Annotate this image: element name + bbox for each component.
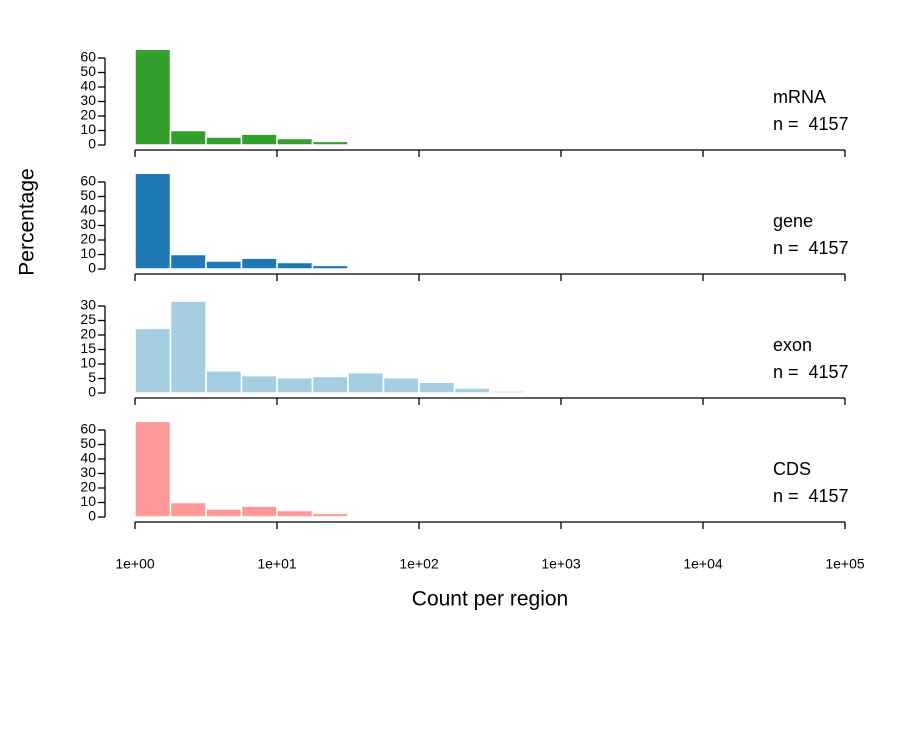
y-tick-label: 10 (80, 245, 96, 261)
panel-count: n = 4157 (773, 238, 849, 258)
y-tick-label: 20 (80, 231, 96, 247)
y-tick-label: 25 (80, 311, 96, 327)
bar (205, 260, 243, 270)
x-tick-label: 1e+05 (825, 556, 865, 572)
bar (169, 129, 207, 146)
bar (311, 264, 349, 270)
y-tick-label: 30 (80, 92, 96, 108)
y-tick-label: 50 (80, 63, 96, 79)
bar (276, 137, 314, 146)
bar (453, 387, 491, 394)
bar (347, 371, 385, 394)
panel-count: n = 4157 (773, 114, 849, 134)
bar (134, 48, 172, 146)
y-tick-label: 30 (80, 297, 96, 313)
y-tick-label: 30 (80, 464, 96, 480)
panel-count: n = 4157 (773, 486, 849, 506)
panel-label: CDS (773, 459, 811, 479)
bar (169, 300, 207, 394)
y-tick-label: 40 (80, 202, 96, 218)
bar (134, 172, 172, 270)
y-tick-label: 20 (80, 326, 96, 342)
y-tick-label: 60 (80, 421, 96, 437)
panel-count: n = 4157 (773, 362, 849, 382)
bar (489, 390, 527, 394)
y-tick-label: 0 (88, 136, 96, 152)
bar (382, 376, 420, 394)
bar (240, 505, 278, 518)
y-tick-label: 40 (80, 78, 96, 94)
bar (524, 390, 562, 394)
bar (240, 374, 278, 394)
bar (205, 136, 243, 146)
panel-label: mRNA (773, 87, 826, 107)
bar (169, 253, 207, 270)
y-tick-label: 0 (88, 508, 96, 524)
y-tick-label: 15 (80, 340, 96, 356)
bar (169, 501, 207, 518)
y-tick-label: 20 (80, 107, 96, 123)
bar (276, 376, 314, 394)
y-tick-label: 60 (80, 49, 96, 65)
y-tick-label: 30 (80, 216, 96, 232)
x-tick-label: 1e+01 (257, 556, 297, 572)
x-axis-label: Count per region (412, 588, 568, 611)
y-tick-label: 10 (80, 121, 96, 137)
bar (311, 375, 349, 394)
y-tick-label: 50 (80, 187, 96, 203)
x-tick-label: 1e+00 (115, 556, 155, 572)
bar (276, 261, 314, 270)
bar (311, 512, 349, 518)
y-tick-label: 60 (80, 173, 96, 189)
panel-label: gene (773, 211, 813, 231)
y-tick-label: 5 (88, 369, 96, 385)
bar (276, 509, 314, 518)
y-tick-label: 50 (80, 435, 96, 451)
bar (205, 369, 243, 394)
bar (311, 140, 349, 146)
y-tick-label: 0 (88, 260, 96, 276)
bar (240, 133, 278, 146)
y-tick-label: 20 (80, 479, 96, 495)
x-tick-label: 1e+03 (541, 556, 581, 572)
y-tick-label: 40 (80, 450, 96, 466)
y-tick-label: 10 (80, 493, 96, 509)
x-tick-label: 1e+04 (683, 556, 723, 572)
bar (134, 420, 172, 518)
y-axis-label: Percentage (16, 168, 39, 275)
panel-label: exon (773, 335, 812, 355)
bar (418, 381, 456, 394)
bar (205, 508, 243, 518)
x-tick-label: 1e+02 (399, 556, 439, 572)
y-tick-label: 0 (88, 384, 96, 400)
bar (134, 327, 172, 394)
y-tick-label: 10 (80, 355, 96, 371)
bar (240, 257, 278, 270)
